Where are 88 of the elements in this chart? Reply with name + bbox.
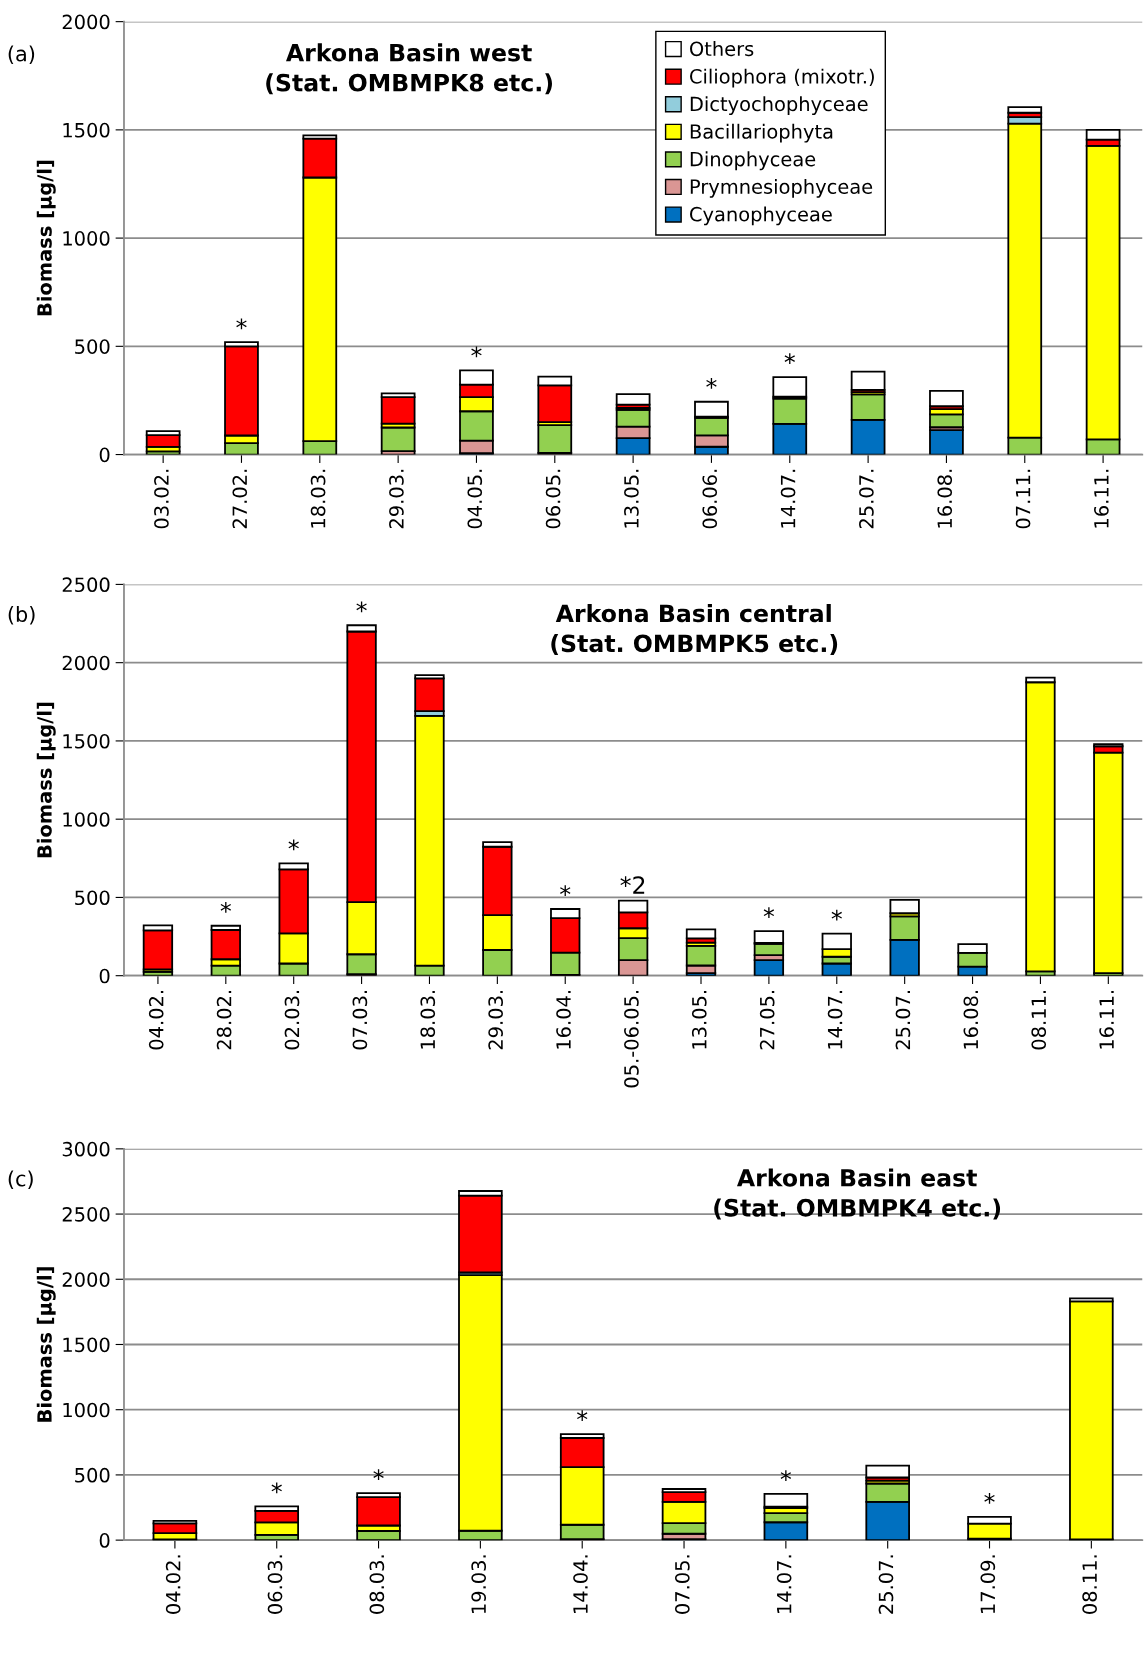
annotation: * [706, 377, 717, 389]
x-tick-label: 06.06. [702, 469, 718, 529]
text: Arkona Basin west (Stat. OMBMPK8 etc.) [266, 43, 552, 95]
x-tick-label: 08.03. [369, 1555, 385, 1614]
text: Arkona Basin east (Stat. OMBMPK4 etc.) [714, 1168, 1001, 1220]
y-tick-label: 0 [99, 1533, 110, 1548]
x-tick-label: 03.02. [154, 469, 169, 529]
annotation: * [763, 907, 775, 919]
x-tick-label: 06.03. [267, 1555, 283, 1614]
legend-label: Dinophyceae [690, 151, 816, 171]
legend-label: Ciliophora (mixotr.) [690, 68, 874, 88]
annotation: * [373, 1469, 384, 1480]
y-tick-label: 1500 [63, 1337, 110, 1353]
y-tick-label: 2000 [62, 655, 110, 671]
x-tick-label: 13.05. [691, 990, 707, 1049]
text: (b) [8, 605, 35, 625]
annotation: * [560, 885, 571, 896]
annotation: * [984, 1492, 995, 1504]
x-tick-label: 05.-06.05. [624, 990, 639, 1088]
annotation: * [271, 1482, 282, 1494]
y-tick-label: 2000 [62, 1272, 110, 1287]
y-tick-label: 1500 [63, 733, 110, 749]
text: (c) [8, 1170, 33, 1189]
y-tick-label: 500 [75, 1467, 110, 1483]
y-tick-label: 1500 [63, 122, 110, 138]
x-tick-label: 04.02. [148, 990, 164, 1050]
legend-label: Dictyochophyceae [690, 96, 868, 116]
x-tick-label: 08.11. [1031, 990, 1047, 1050]
text: (a) [8, 45, 35, 65]
annotation: * [220, 901, 232, 913]
x-tick-label: 07.03. [352, 990, 368, 1050]
x-tick-label: 29.03. [389, 469, 404, 529]
x-tick-label: 27.02. [232, 469, 248, 529]
legend-label: Others [690, 41, 754, 57]
text: Arkona Basin central (Stat. OMBMPK5 etc.) [551, 603, 838, 656]
y-tick-label: 2000 [62, 14, 110, 30]
annotation: * [784, 353, 795, 364]
x-tick-label: 16.11. [1099, 990, 1114, 1049]
x-tick-label: 19.03. [471, 1555, 487, 1614]
x-tick-label: 16.11. [1094, 469, 1109, 528]
x-tick-label: 18.03. [420, 990, 436, 1049]
annotation: *2 [620, 876, 645, 894]
x-tick-label: 16.04. [556, 990, 571, 1049]
x-tick-label: 08.11. [1082, 1555, 1097, 1614]
y-tick-label: 0 [99, 447, 110, 463]
y-tick-label: 1000 [63, 812, 110, 827]
x-tick-label: 25.07. [859, 469, 874, 529]
y-axis-title: Biomass [µg/l] [36, 160, 56, 316]
annotation: * [577, 1410, 588, 1422]
x-tick-label: 25.07. [878, 1555, 894, 1614]
y-tick-label: 1000 [63, 1402, 110, 1418]
y-tick-label: 0 [99, 968, 110, 984]
legend-label: Bacillariophyta [690, 123, 833, 143]
y-tick-label: 3000 [62, 1141, 110, 1157]
y-tick-label: 1000 [63, 231, 110, 246]
annotation: * [236, 318, 247, 330]
x-tick-label: 06.05. [545, 469, 561, 529]
y-tick-label: 2500 [62, 1207, 110, 1222]
y-axis-title: Biomass [µg/l] [36, 1267, 56, 1422]
annotation: * [356, 601, 367, 613]
legend-label: Prymnesiophyceae [690, 178, 873, 198]
x-tick-label: 04.02. [165, 1555, 181, 1614]
annotation: * [288, 839, 299, 851]
x-tick-label: 25.07. [895, 990, 911, 1050]
x-tick-label: 07.11. [1015, 469, 1031, 529]
x-tick-label: 14.07. [827, 990, 843, 1049]
x-tick-label: 14.07. [776, 1555, 792, 1614]
y-tick-label: 500 [75, 339, 110, 354]
x-tick-label: 28.02. [216, 990, 232, 1050]
x-tick-label: 17.09. [980, 1555, 996, 1614]
y-axis-title: Biomass [µg/l] [36, 702, 56, 858]
y-tick-label: 2500 [62, 577, 110, 593]
annotation: * [831, 909, 842, 921]
x-tick-label: 14.07. [780, 469, 796, 528]
y-tick-label: 500 [75, 890, 110, 906]
annotation: * [471, 346, 482, 358]
x-tick-label: 07.05. [674, 1555, 690, 1614]
x-tick-label: 16.08. [937, 469, 953, 528]
x-tick-label: 04.05. [467, 469, 483, 529]
legend-label: Cyanophyceae [690, 206, 832, 226]
x-tick-label: 16.08. [963, 990, 979, 1049]
x-tick-label: 13.05. [624, 469, 639, 528]
x-tick-label: 14.04. [573, 1555, 588, 1614]
x-tick-label: 02.03. [284, 990, 300, 1050]
x-tick-label: 29.03. [488, 990, 503, 1050]
x-tick-label: 18.03. [310, 469, 326, 528]
annotation: * [780, 1470, 792, 1481]
x-tick-label: 27.05. [759, 990, 775, 1050]
